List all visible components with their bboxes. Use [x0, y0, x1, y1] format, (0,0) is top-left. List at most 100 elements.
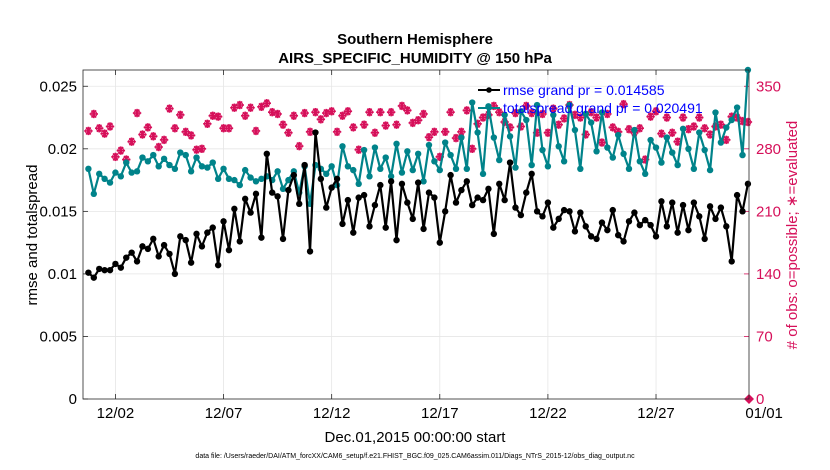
series-point	[420, 178, 427, 185]
series-point	[717, 204, 725, 211]
evaluated-count-point	[186, 131, 196, 140]
plot-frame	[82, 69, 750, 400]
evaluated-count-point	[165, 104, 174, 113]
series-point	[220, 218, 227, 225]
series-point	[625, 165, 633, 173]
series-point	[587, 119, 595, 126]
evaluated-count-point	[138, 130, 147, 139]
series-point	[436, 166, 443, 174]
series-point	[139, 243, 146, 250]
series-point	[674, 161, 681, 169]
series-point	[441, 208, 449, 215]
series-point	[679, 201, 687, 209]
evaluated-count-point	[397, 101, 407, 111]
series-point	[733, 104, 741, 111]
series-point	[258, 234, 265, 241]
evaluated-count-point	[386, 107, 396, 117]
series-point	[728, 258, 735, 265]
series-point	[101, 175, 108, 183]
series-point	[274, 193, 281, 200]
series-point	[458, 186, 465, 194]
evaluated-count-point	[695, 113, 704, 122]
series-point	[139, 154, 146, 161]
series-point	[150, 151, 157, 159]
series-point	[614, 231, 622, 239]
series-point	[560, 158, 568, 165]
evaluated-count-point	[608, 123, 617, 132]
evaluated-count-point	[538, 109, 547, 119]
x-tick-label: 12/27	[637, 405, 675, 422]
series-point	[236, 238, 243, 245]
evaluated-count-point	[154, 142, 163, 152]
series-point	[171, 270, 179, 278]
series-point	[398, 169, 406, 176]
evaluated-count-point	[359, 120, 369, 129]
evaluated-count-point	[408, 118, 417, 128]
series-point	[166, 161, 173, 169]
evaluated-count-point	[495, 107, 504, 117]
series-point	[642, 216, 649, 224]
evaluated-count-point	[338, 111, 347, 120]
series-point	[463, 165, 471, 173]
series-point	[160, 155, 168, 163]
series-point	[214, 175, 222, 183]
ticks: 12/02 12/07 12/12 12/17 12/22 12/27 01/0100.00…	[39, 70, 783, 422]
series-point	[285, 186, 292, 194]
series-point	[577, 165, 584, 173]
evaluated-count-point	[365, 107, 374, 117]
series-point	[387, 178, 395, 185]
series-point	[544, 163, 552, 170]
evaluated-count-point	[462, 106, 472, 115]
x-tick-label: 12/02	[97, 405, 135, 422]
x-axis-label: Dec.01,2015 00:00:00 start	[325, 429, 507, 446]
series-point	[490, 230, 498, 238]
evaluated-count-point	[170, 124, 180, 133]
series-point	[236, 181, 243, 189]
series-point	[463, 178, 471, 185]
series-point	[474, 194, 481, 201]
series-point	[604, 226, 611, 234]
legend-rmse-label: rmse grand pr = 0.014585	[503, 82, 665, 98]
series-point	[360, 191, 368, 199]
x-tick-label: 01/01	[745, 405, 783, 422]
evaluated-count-point	[251, 126, 261, 136]
series-point	[187, 259, 195, 266]
evaluated-count-point	[722, 135, 731, 145]
series-point	[447, 151, 454, 159]
series-point	[101, 266, 108, 274]
series-point	[685, 226, 692, 234]
series-point	[620, 150, 627, 158]
series-point	[469, 201, 476, 209]
y-tick-label: 0.01	[48, 266, 77, 283]
series-point	[593, 148, 600, 155]
series-point	[263, 150, 270, 158]
series-point	[85, 165, 92, 173]
series-point	[663, 134, 671, 141]
series-point	[566, 101, 573, 109]
series-point	[436, 239, 443, 246]
evaluated-count-point	[381, 121, 390, 130]
rmse-series	[85, 129, 752, 281]
series-point	[512, 164, 519, 171]
evaluated-count-point	[689, 122, 699, 131]
series-point	[728, 116, 735, 124]
series-point	[182, 151, 189, 159]
evaluated-count-point	[181, 127, 190, 137]
evaluated-count-point	[176, 110, 185, 120]
series-point	[506, 133, 514, 140]
series-point	[366, 173, 373, 180]
evaluated-count-point	[111, 152, 120, 162]
series-point	[479, 196, 487, 204]
series-point	[479, 170, 487, 178]
series-point	[382, 224, 389, 231]
series-point	[723, 124, 730, 131]
series-point	[425, 189, 433, 196]
series-point	[631, 126, 638, 134]
y2-tick-label: 280	[756, 141, 781, 158]
x-tick-label: 12/12	[313, 405, 351, 422]
series-point	[198, 163, 206, 170]
series-point	[220, 165, 227, 173]
evaluated-count-point	[592, 113, 601, 122]
series-point	[712, 215, 719, 223]
